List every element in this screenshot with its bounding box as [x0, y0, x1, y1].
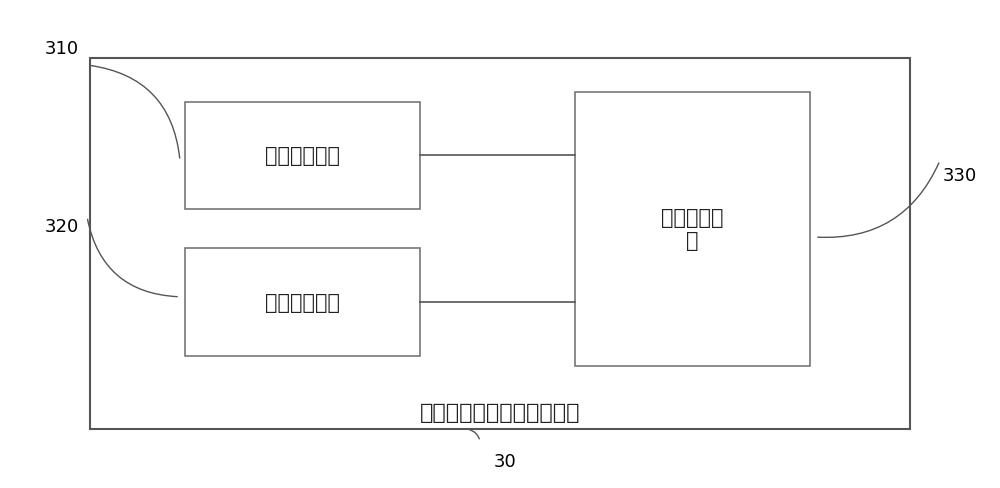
- Text: 数据处理装
置: 数据处理装 置: [661, 208, 724, 251]
- Bar: [575, 93, 810, 366]
- Text: 30: 30: [494, 452, 516, 470]
- Text: 厚度检测工具: 厚度检测工具: [265, 146, 340, 166]
- Text: 电阻检测工具: 电阻检测工具: [265, 293, 340, 312]
- Bar: [185, 249, 420, 356]
- Text: 320: 320: [45, 218, 79, 236]
- Text: 330: 330: [943, 167, 977, 184]
- Bar: [90, 59, 910, 429]
- Bar: [185, 102, 420, 210]
- Text: 310: 310: [45, 40, 79, 58]
- Text: 退役电池梯次利用分选系统: 退役电池梯次利用分选系统: [420, 403, 580, 422]
